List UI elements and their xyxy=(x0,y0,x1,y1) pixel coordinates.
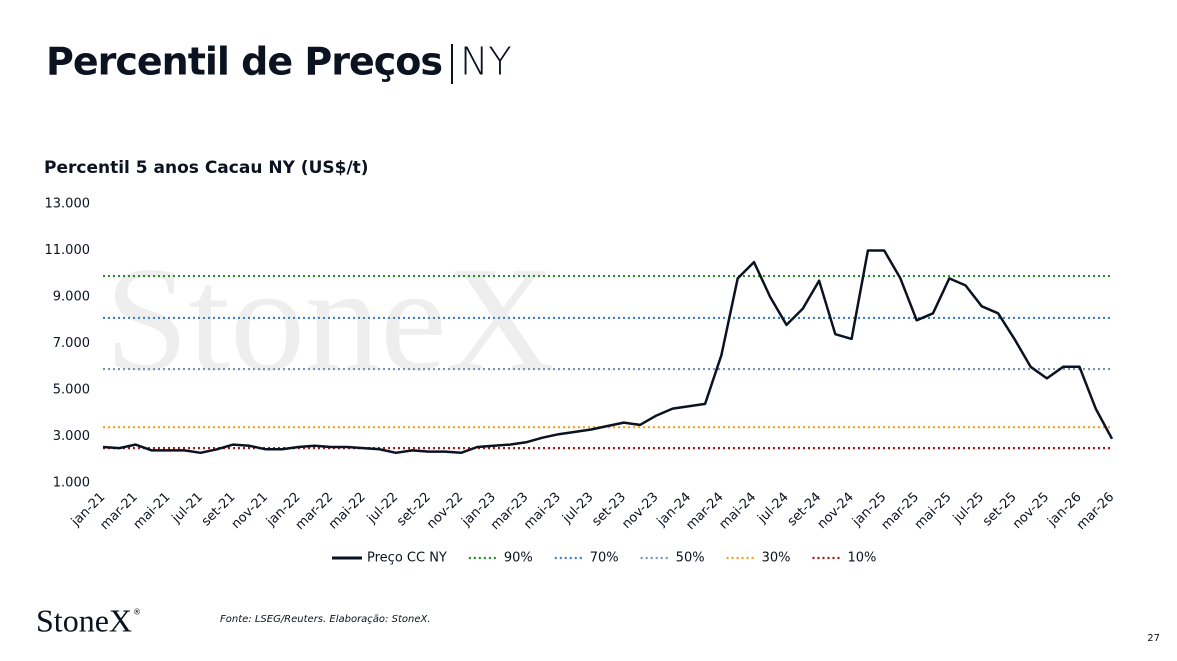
slide-title-suffix: NY xyxy=(460,40,512,84)
y-tick-label: 1.000 xyxy=(53,476,90,491)
legend-label: Preço CC NY xyxy=(367,551,447,566)
x-tick-label: mai-21 xyxy=(131,490,174,533)
x-tick-label: mai-25 xyxy=(912,490,955,533)
watermark: StoneX xyxy=(105,236,555,402)
legend-label: 30% xyxy=(762,551,791,566)
y-tick-label: 5.000 xyxy=(53,383,90,398)
slide-title: Percentil de Preços xyxy=(46,40,442,84)
logo: StoneX xyxy=(36,602,132,638)
legend-label: 50% xyxy=(676,551,705,566)
y-tick-label: 3.000 xyxy=(53,429,90,444)
page-number: 27 xyxy=(1147,633,1160,644)
price-line xyxy=(102,249,1114,455)
x-tick-label: nov-24 xyxy=(815,490,857,532)
x-tick-label: mai-22 xyxy=(326,490,369,533)
legend-label: 70% xyxy=(590,551,619,566)
x-tick-label: nov-21 xyxy=(229,490,271,532)
logo-mark: ® xyxy=(133,608,141,617)
y-tick-label: 7.000 xyxy=(53,336,90,351)
source: Fonte: LSEG/Reuters. Elaboração: StoneX. xyxy=(220,614,431,625)
x-tick-label: mai-23 xyxy=(521,490,564,533)
y-tick-label: 11.000 xyxy=(45,243,91,258)
chart-title: Percentil 5 anos Cacau NY (US$/t) xyxy=(44,158,369,178)
x-tick-label: nov-25 xyxy=(1010,490,1052,532)
y-tick-label: 13.000 xyxy=(45,197,91,212)
y-tick-label: 9.000 xyxy=(53,290,90,305)
legend-label: 10% xyxy=(847,551,876,566)
x-tick-label: mai-24 xyxy=(717,490,760,533)
x-tick-label: nov-23 xyxy=(619,490,661,532)
x-tick-label: nov-22 xyxy=(424,490,466,532)
legend-label: 90% xyxy=(504,551,533,566)
